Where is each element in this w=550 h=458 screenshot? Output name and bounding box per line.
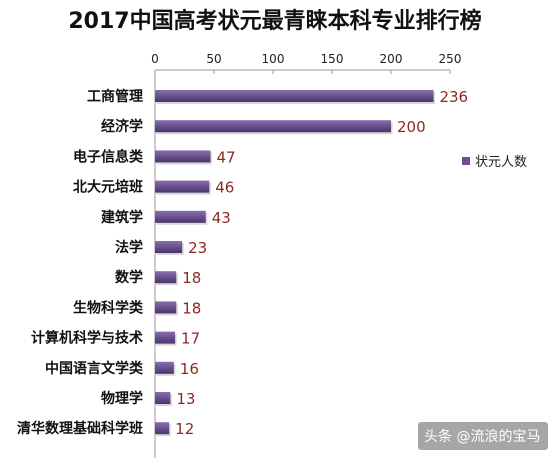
category-label: 电子信息类 xyxy=(73,148,144,165)
value-label: 200 xyxy=(397,118,426,136)
category-label: 数学 xyxy=(115,269,143,286)
category-label: 物理学 xyxy=(101,390,143,407)
bars xyxy=(155,90,435,437)
value-label: 16 xyxy=(180,360,199,378)
watermark: 头条 @流浪的宝马 xyxy=(418,422,548,450)
bar-7 xyxy=(155,301,177,314)
category-label: 计算机科学与技术 xyxy=(31,330,143,347)
value-label: 18 xyxy=(182,299,201,317)
x-tick-label: 100 xyxy=(262,52,285,66)
legend-label: 状元人数 xyxy=(475,155,527,170)
bar-2 xyxy=(155,150,211,163)
bar-4 xyxy=(155,210,206,223)
x-tick-label: 250 xyxy=(439,52,462,66)
category-label: 清华数理基础科学班 xyxy=(17,420,143,437)
value-label: 47 xyxy=(216,148,235,166)
value-label: 236 xyxy=(439,88,468,106)
legend: 状元人数 xyxy=(462,155,527,170)
x-axis-ticks: 0 50 100 150 200 250 xyxy=(151,52,461,74)
bar-6 xyxy=(155,271,177,284)
legend-marker xyxy=(462,157,470,165)
value-label: 12 xyxy=(175,420,194,438)
value-label: 18 xyxy=(182,269,201,287)
category-label: 北大元培班 xyxy=(73,179,143,196)
category-label: 法学 xyxy=(115,239,143,256)
bar-9 xyxy=(155,361,174,374)
value-label: 43 xyxy=(212,209,231,227)
bar-3 xyxy=(155,180,210,193)
bar-11 xyxy=(155,422,170,435)
watermark-text: 头条 @流浪的宝马 xyxy=(424,428,540,445)
category-labels: 工商管理经济学电子信息类北大元培班建筑学法学数学生物科学类计算机科学与技术中国语… xyxy=(17,88,144,437)
bar-0 xyxy=(155,90,434,102)
x-tick-label: 0 xyxy=(151,52,159,66)
x-tick-label: 200 xyxy=(380,52,403,66)
category-label: 中国语言文学类 xyxy=(45,360,144,377)
value-labels: 236 200 47 46 43 23 18 18 17 16 13 12 xyxy=(175,88,468,438)
category-label: 经济学 xyxy=(101,118,143,135)
x-tick-label: 50 xyxy=(206,52,221,66)
x-tick-label: 150 xyxy=(321,52,344,66)
value-label: 23 xyxy=(188,239,207,257)
chart-title: 2017中国高考状元最青睐本科专业排行榜 xyxy=(68,8,481,34)
bar-5 xyxy=(155,241,183,253)
value-label: 46 xyxy=(215,179,234,197)
value-label: 17 xyxy=(181,330,200,348)
bar-1 xyxy=(155,120,391,133)
category-label: 建筑学 xyxy=(101,209,143,226)
bar-10 xyxy=(155,392,171,404)
bar-8 xyxy=(155,331,176,344)
category-label: 工商管理 xyxy=(87,88,143,105)
category-label: 生物科学类 xyxy=(73,299,144,316)
value-label: 13 xyxy=(176,390,195,408)
